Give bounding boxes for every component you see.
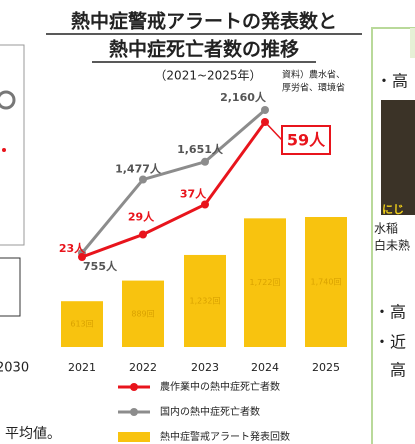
photo-caption: にじ — [382, 203, 404, 216]
bar — [122, 280, 164, 347]
icon — [0, 90, 16, 110]
data-label: 1,651人 — [177, 142, 224, 156]
line — [80, 108, 266, 254]
right-text: 水稲 — [374, 222, 398, 236]
chart-subtitle: （2021~2025年） — [154, 69, 261, 83]
data-label: 2,160人 — [220, 90, 267, 104]
left-frame — [0, 44, 25, 246]
legend-swatch — [130, 408, 138, 416]
x-tick-label: 2024 — [251, 361, 279, 374]
source: 資料）農水省、 — [282, 69, 345, 81]
chart-title: 熱中症死亡者数の推移 — [109, 38, 299, 61]
left-box — [0, 257, 21, 317]
right-text: 白未熟 — [374, 238, 410, 253]
right-tab — [410, 28, 415, 58]
bar-label: 1,232回 — [190, 296, 221, 305]
bar-label: 1,722回 — [250, 278, 281, 287]
bar-label: 613回 — [70, 320, 93, 329]
bar-label: 889回 — [131, 309, 154, 318]
data-label: 755人 — [83, 259, 118, 273]
bar — [184, 254, 226, 347]
callout-line — [264, 121, 283, 141]
photo — [381, 100, 415, 215]
bar-label: 1,740回 — [311, 278, 342, 287]
x-tick-label: 2023 — [191, 361, 219, 374]
right-text: ・近 — [374, 333, 406, 352]
icon — [2, 148, 6, 152]
legend-label: 熱中症警戒アラート発表回数 — [160, 430, 290, 443]
bar — [305, 217, 347, 347]
right-text: ・高 — [376, 72, 408, 91]
chart-title: 熱中症警戒アラートの発表数と — [71, 10, 337, 33]
x-tick-label: 2025 — [312, 361, 340, 374]
point — [78, 253, 86, 261]
point — [201, 157, 209, 166]
line — [81, 121, 267, 259]
legend-swatch — [118, 432, 150, 442]
point — [139, 175, 147, 184]
data-label: 1,477人 — [115, 162, 162, 176]
legend-label: 農作業中の熱中症死亡者数 — [160, 380, 280, 393]
data-label: 37人 — [180, 187, 207, 201]
legend-swatch — [130, 383, 138, 391]
data-label: 59人 — [287, 131, 326, 150]
bar — [244, 218, 286, 347]
right-text: 高 — [390, 361, 406, 380]
source: 厚労省、環境省 — [282, 82, 345, 94]
x-tick-label: 2022 — [129, 361, 157, 374]
left-note: 平均値。 — [5, 426, 61, 442]
data-label: 23人 — [59, 241, 86, 255]
point — [201, 200, 209, 209]
point — [139, 230, 147, 239]
left-axis-label: 2030 — [0, 361, 29, 376]
data-label: 29人 — [128, 210, 155, 224]
right-frame — [371, 27, 415, 444]
legend-label: 国内の熱中症死亡者数 — [160, 405, 260, 418]
x-tick-label: 2021 — [68, 361, 96, 374]
bar — [61, 301, 103, 347]
point — [261, 106, 269, 114]
callout-box — [281, 125, 331, 155]
right-text: ・高 — [374, 303, 406, 322]
